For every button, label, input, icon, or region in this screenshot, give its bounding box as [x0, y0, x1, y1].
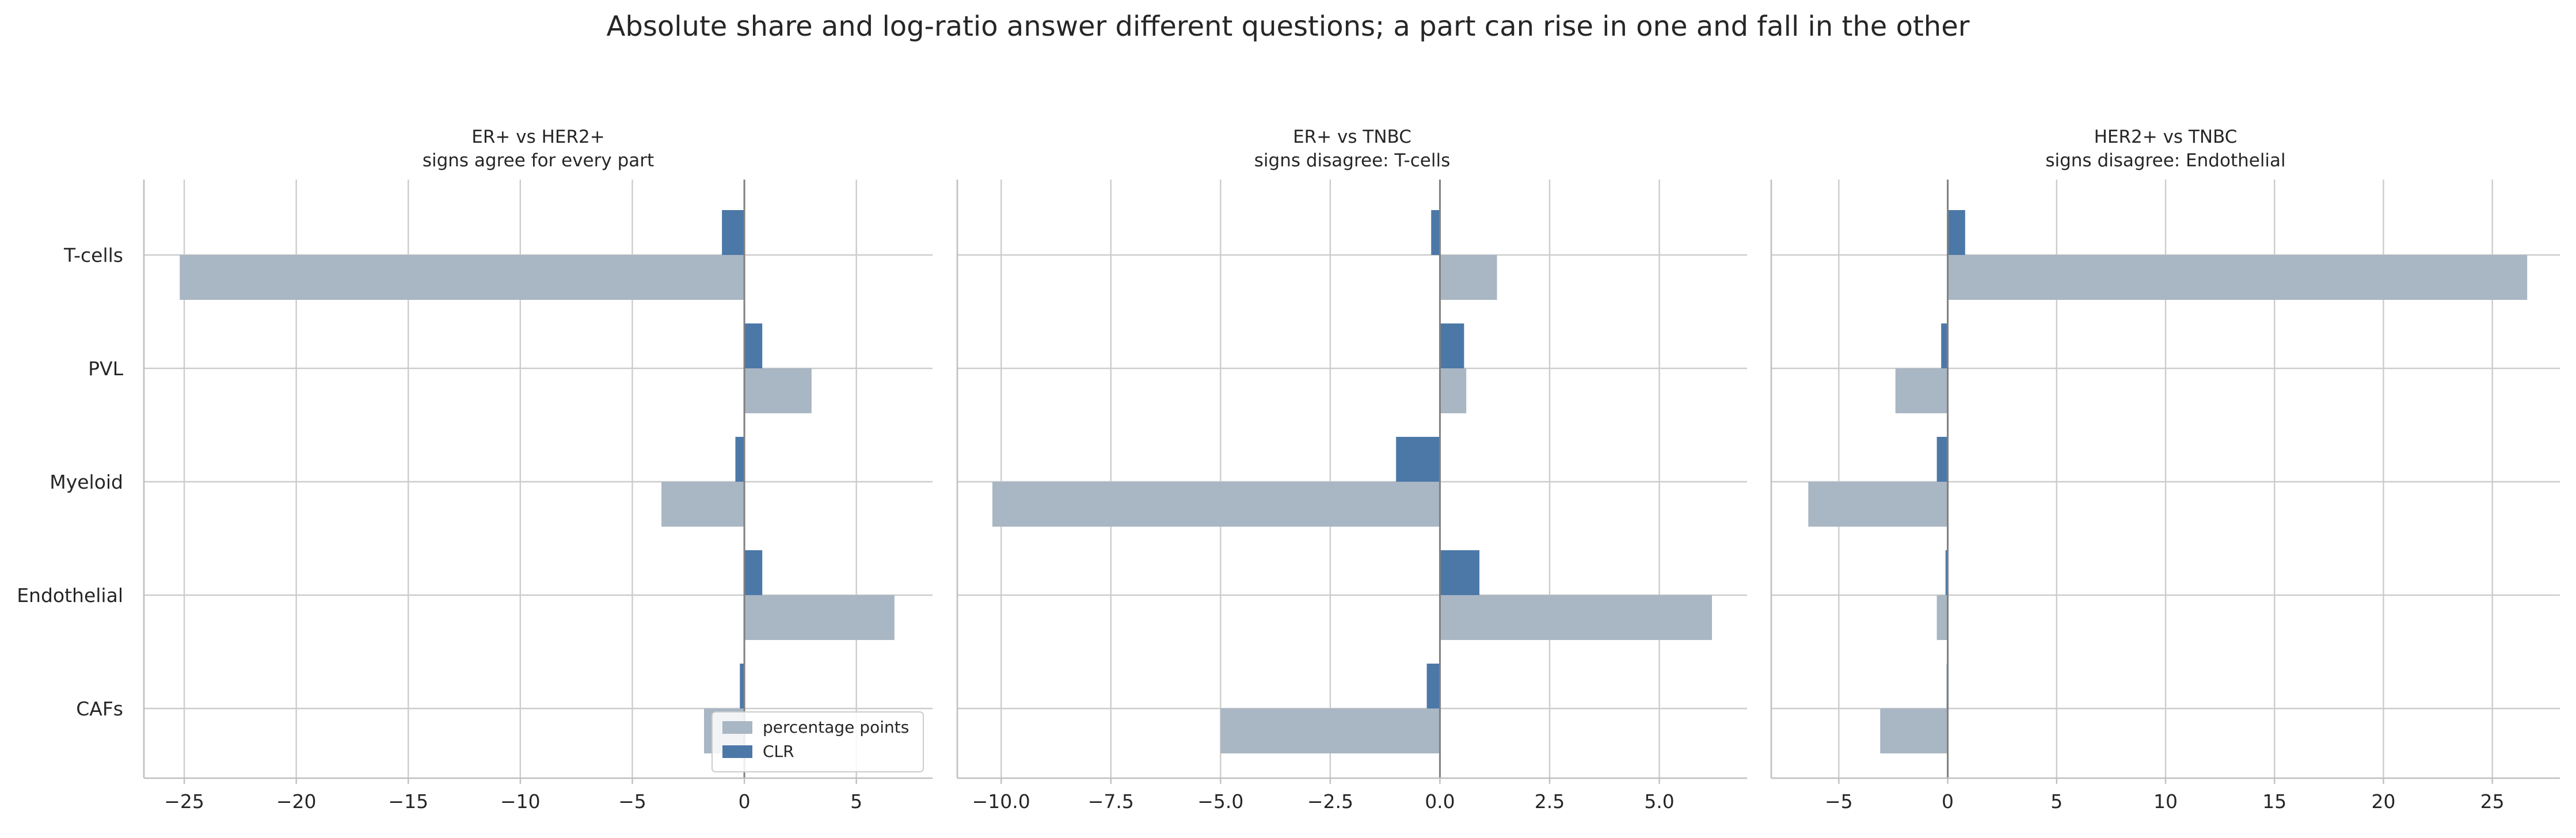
legend: percentage points CLR [711, 711, 924, 772]
bar-pp-cafs [1220, 709, 1440, 753]
bar-pp-t-cells [1440, 255, 1497, 300]
x-tick-label: 20 [2371, 790, 2395, 813]
bar-clr-t-cells [1431, 210, 1440, 255]
bar-pp-endothelial [1936, 595, 1948, 640]
bar-pp-t-cells [1947, 255, 2528, 300]
panel-subtitle: signs agree for every part [423, 150, 654, 171]
x-tick-label: 25 [2480, 790, 2505, 813]
bar-clr-pvl [1440, 323, 1464, 368]
bar-clr-myeloid [1936, 437, 1948, 482]
x-tick-label: −2.5 [1307, 790, 1353, 813]
x-tick-label: −25 [164, 790, 204, 813]
panel-title: HER2+ vs TNBC [2094, 127, 2238, 147]
y-category-label: T-cells [63, 244, 123, 266]
x-tick-label: 5.0 [1644, 790, 1674, 813]
bar-pp-myeloid [1808, 482, 1948, 527]
bar-pp-pvl [1895, 368, 1948, 413]
x-tick-label: 0.0 [1425, 790, 1455, 813]
panel-subtitle: signs disagree: T-cells [1254, 150, 1451, 171]
y-category-label: Myeloid [50, 471, 123, 493]
x-tick-label: −7.5 [1088, 790, 1134, 813]
legend-swatch [722, 721, 752, 734]
panel-title: ER+ vs HER2+ [471, 127, 604, 147]
x-tick-label: −5 [618, 790, 646, 813]
x-tick-label: 5 [850, 790, 862, 813]
x-tick-label: −20 [276, 790, 317, 813]
bar-pp-pvl [1440, 368, 1467, 413]
x-tick-label: −15 [388, 790, 428, 813]
bar-clr-endothelial [1945, 550, 1948, 595]
bar-clr-pvl [744, 323, 763, 368]
bar-clr-endothelial [1440, 550, 1480, 595]
bar-clr-t-cells [722, 210, 745, 255]
legend-box [711, 711, 924, 772]
x-tick-label: 10 [2153, 790, 2178, 813]
bar-clr-cafs [1426, 664, 1440, 709]
y-category-label: CAFs [76, 698, 123, 720]
bar-pp-endothelial [744, 595, 895, 640]
figure-title: Absolute share and log-ratio answer diff… [606, 10, 1970, 43]
chart-panel-3: −5 0 5 10 15 20 25 HER2+ vs TNBC signs disagree:… [1770, 127, 2560, 813]
legend-label: percentage points [763, 718, 909, 737]
x-tick-label: 15 [2262, 790, 2286, 813]
bar-pp-myeloid [992, 482, 1440, 527]
x-tick-label: −10 [500, 790, 541, 813]
bar-clr-myeloid [1396, 437, 1440, 482]
legend-swatch [722, 745, 752, 758]
chart-panel-1: −25 −20 −15 −10 −5 0 5 T-cells PVL Myeloid Endothe… [17, 127, 933, 813]
bar-pp-myeloid [661, 482, 745, 527]
x-tick-label: −5 [1825, 790, 1853, 813]
x-tick-label: 0 [1942, 790, 1954, 813]
bar-clr-t-cells [1947, 210, 1965, 255]
bar-pp-pvl [744, 368, 812, 413]
bar-clr-myeloid [735, 437, 745, 482]
bar-pp-cafs [1880, 709, 1948, 753]
y-category-label: PVL [88, 357, 123, 380]
bar-clr-endothelial [744, 550, 763, 595]
bar-clr-pvl [1941, 323, 1948, 368]
panel-title: ER+ vs TNBC [1293, 127, 1411, 147]
y-category-label: Endothelial [17, 584, 123, 607]
x-tick-label: −10.0 [972, 790, 1030, 813]
x-tick-label: 0 [739, 790, 751, 813]
legend-label: CLR [763, 742, 794, 761]
bar-pp-endothelial [1440, 595, 1713, 640]
x-tick-label: −5.0 [1197, 790, 1243, 813]
bar-clr-cafs [740, 664, 745, 709]
panel-subtitle: signs disagree: Endothelial [2045, 150, 2285, 171]
bar-pp-t-cells [180, 255, 745, 300]
x-tick-label: 5 [2050, 790, 2063, 813]
x-tick-label: 2.5 [1535, 790, 1565, 813]
chart-panel-2: −10.0 −7.5 −5.0 −2.5 0.0 2.5 5.0 ER+ vs TNBC sig… [956, 127, 1747, 813]
